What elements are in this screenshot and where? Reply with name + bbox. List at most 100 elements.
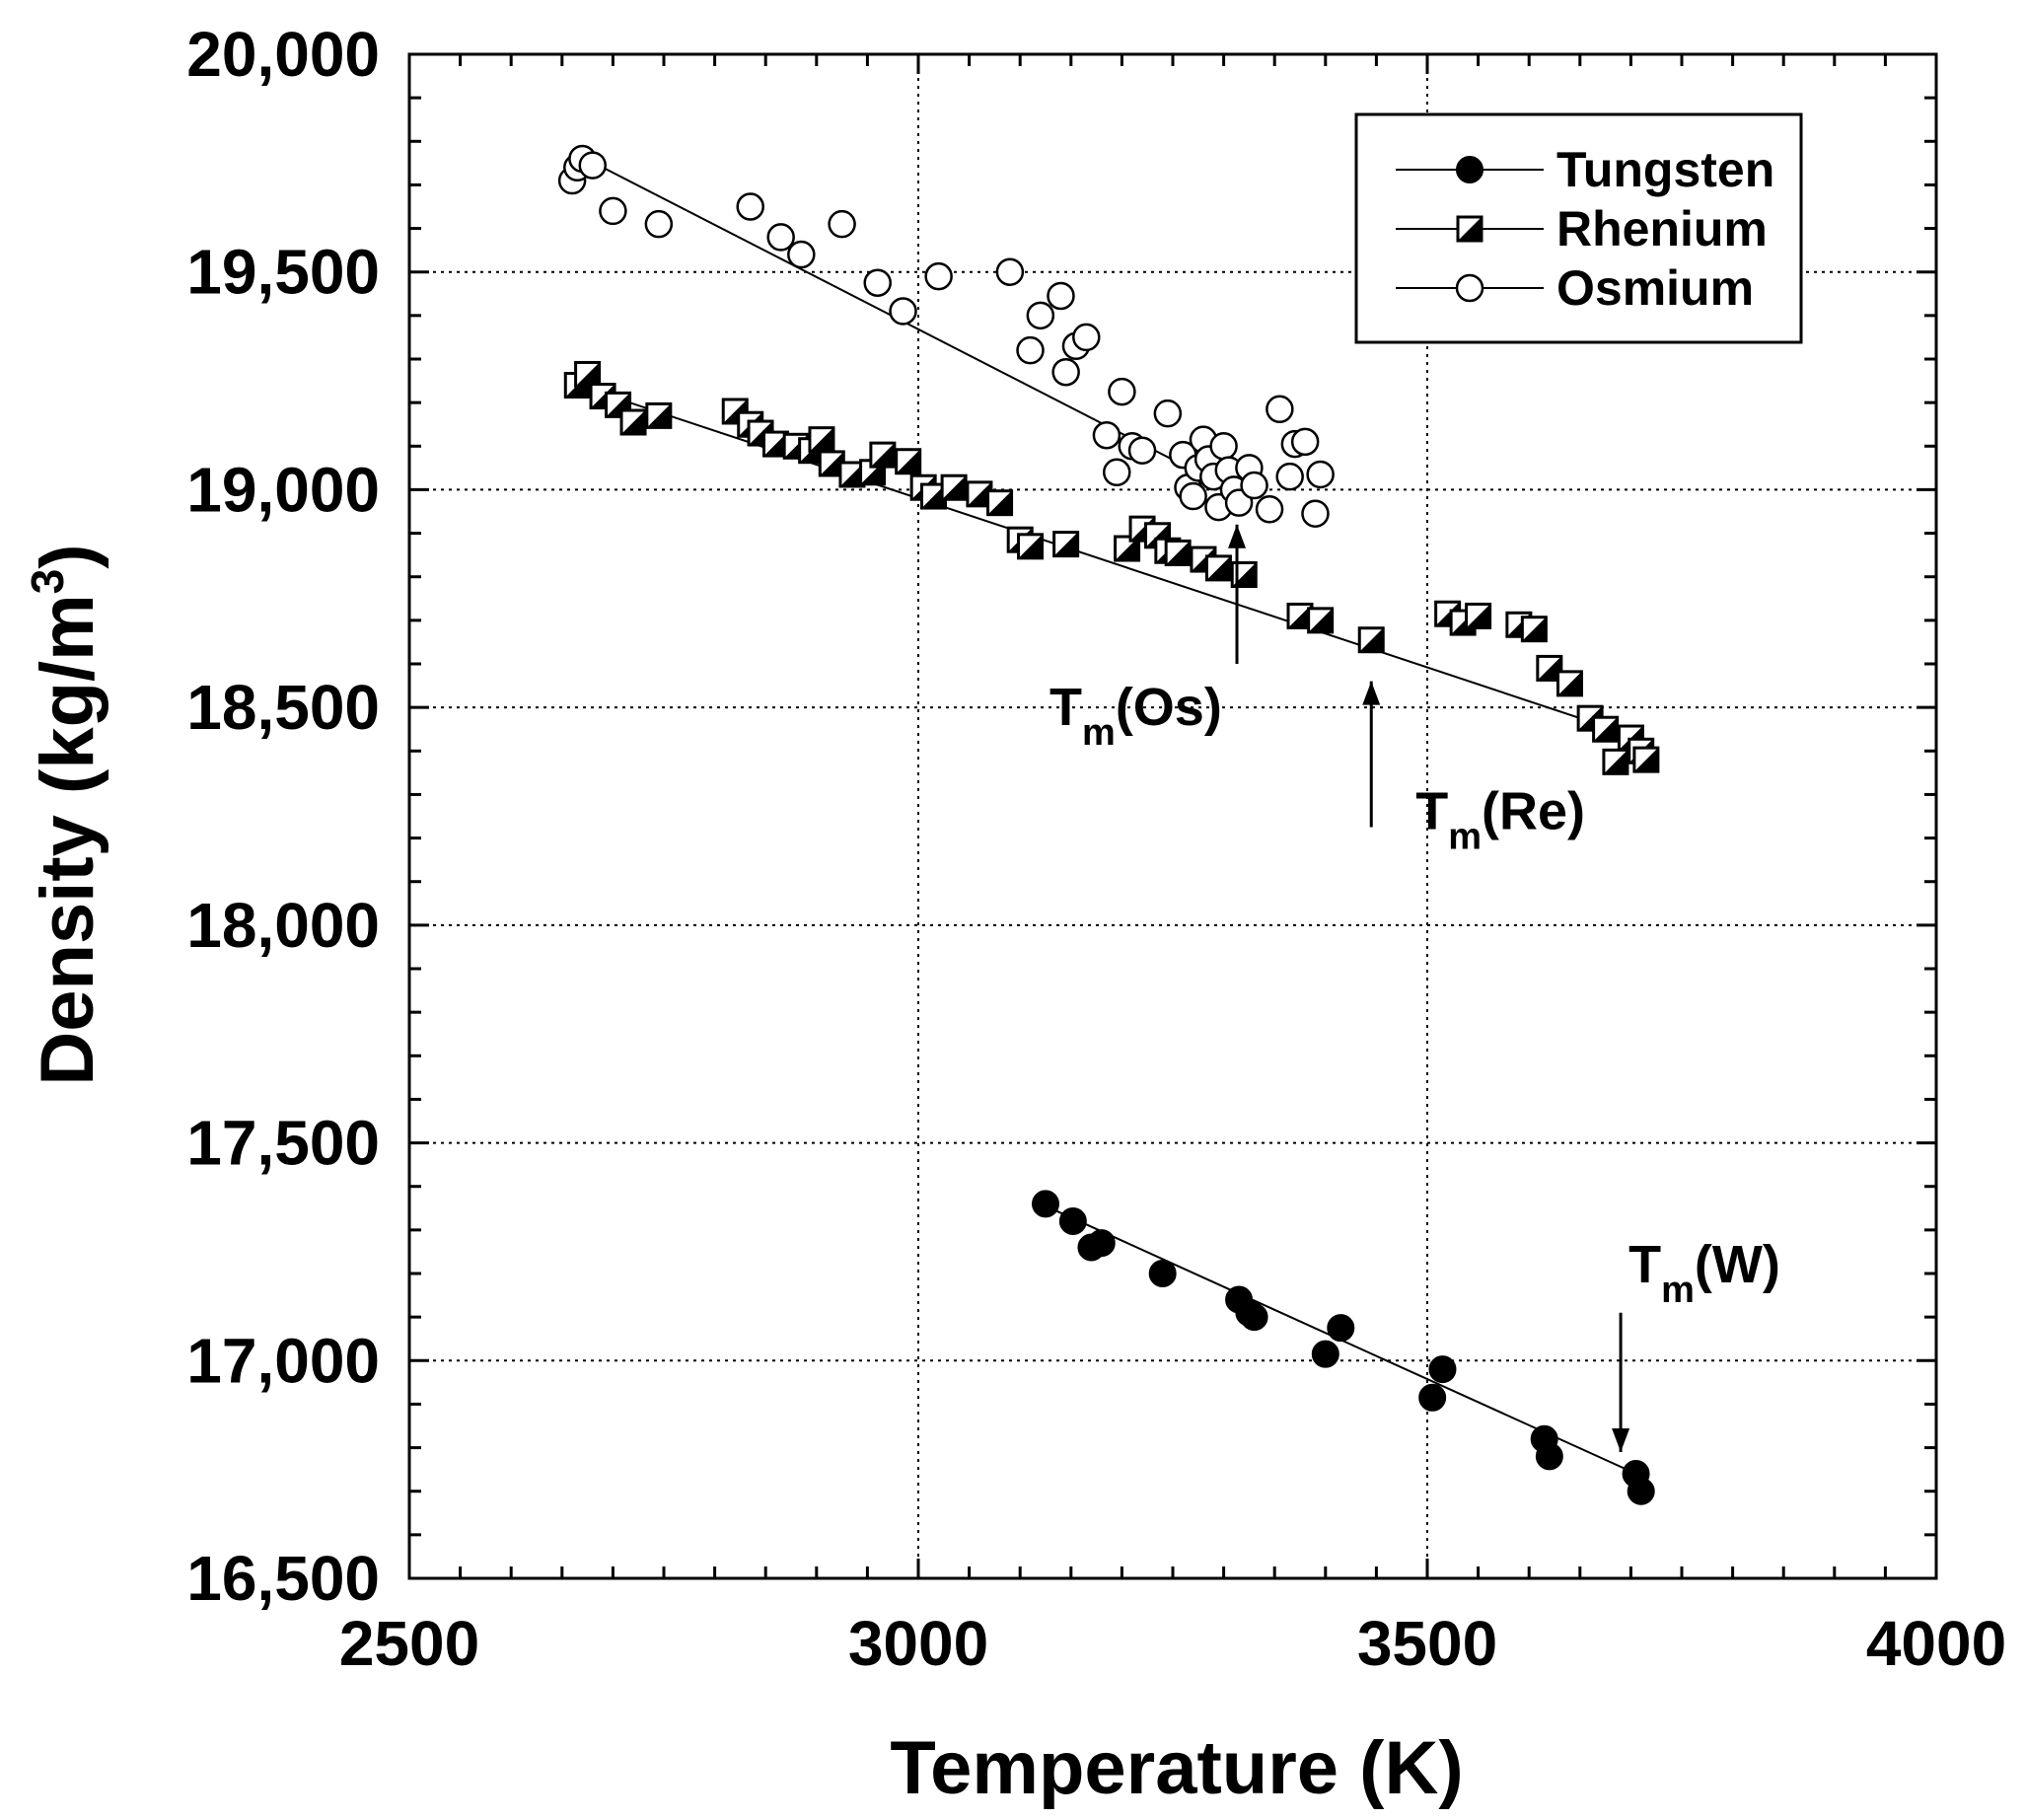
y-tick-label: 17,500 xyxy=(186,1108,380,1179)
annotation-label-sub: m xyxy=(1448,817,1482,858)
legend-label: Rhenium xyxy=(1556,201,1768,256)
tungsten-point xyxy=(1535,1442,1563,1471)
y-tick-label: 20,000 xyxy=(186,19,380,90)
tungsten-point xyxy=(1087,1229,1116,1258)
annotation-label-rest: (W) xyxy=(1695,1235,1780,1294)
y-tick-label: 17,000 xyxy=(186,1325,380,1396)
osmium-point xyxy=(1153,399,1183,428)
annotation-label-base: T xyxy=(1628,1235,1661,1294)
tungsten-point xyxy=(1058,1207,1087,1236)
rhenium-point xyxy=(1632,746,1660,773)
x-tick-label: 4000 xyxy=(1866,1608,2006,1679)
tungsten-series xyxy=(1032,1190,1655,1505)
rhenium-point xyxy=(1465,602,1492,629)
rhenium-point xyxy=(1592,715,1620,743)
osmium-point xyxy=(1072,323,1101,352)
rhenium-point xyxy=(895,448,922,475)
melting-point-annotation: Tm(W) xyxy=(1612,1235,1780,1452)
rhenium-point xyxy=(1520,616,1548,643)
legend-label: Tungsten xyxy=(1556,142,1774,197)
annotation-label-base: T xyxy=(1415,782,1448,841)
tungsten-point xyxy=(1311,1340,1339,1368)
tungsten-point xyxy=(1148,1260,1177,1287)
data-points xyxy=(557,144,1660,1505)
tungsten-point xyxy=(1327,1314,1355,1343)
rhenium-point xyxy=(1602,748,1629,775)
rhenium-point xyxy=(940,473,968,501)
y-tick-label: 16,500 xyxy=(186,1543,380,1614)
rhenium-point xyxy=(1052,531,1080,558)
annotation-label-sub: m xyxy=(1082,712,1116,754)
osmium-point xyxy=(578,151,608,180)
osmium-point xyxy=(924,261,953,291)
x-tick-label: 2500 xyxy=(339,1608,479,1679)
osmium-point xyxy=(1026,301,1055,330)
osmium-point xyxy=(995,257,1025,286)
legend-marker-tungsten xyxy=(1456,156,1483,183)
annotation-label: Tm(Re) xyxy=(1415,782,1585,858)
osmium-point xyxy=(1275,462,1304,491)
osmium-point xyxy=(1266,395,1294,424)
tungsten-point xyxy=(1240,1303,1268,1332)
rhenium-series xyxy=(563,360,1660,775)
osmium-point xyxy=(889,297,917,326)
melting-point-annotation: Tm(Re) xyxy=(1362,681,1585,858)
rhenium-point xyxy=(645,401,673,429)
legend-label: Osmium xyxy=(1556,260,1754,316)
osmium-point xyxy=(736,192,764,221)
melting-point-annotation: Tm(Os) xyxy=(1049,524,1247,754)
osmium-series xyxy=(557,144,1335,528)
rhenium-point xyxy=(1017,533,1045,560)
y-tick-label: 18,000 xyxy=(186,890,380,961)
osmium-point xyxy=(599,196,627,226)
osmium-point xyxy=(1301,499,1330,528)
rhenium-point xyxy=(1536,654,1563,682)
osmium-point xyxy=(1306,460,1335,489)
rhenium-point xyxy=(1204,554,1232,582)
rhenium-point xyxy=(1114,535,1141,562)
annotation-label-base: T xyxy=(1049,678,1082,737)
tungsten-point xyxy=(1428,1355,1457,1384)
x-tick-label: 3500 xyxy=(1357,1608,1497,1679)
osmium-point xyxy=(644,209,674,239)
tungsten-point xyxy=(1032,1190,1059,1218)
plot-frame xyxy=(407,52,1938,1580)
annotation-label-sub: m xyxy=(1661,1270,1695,1311)
y-axis-ticks: 16,500 17,000 17,500 18,000 18,500 19,000 19,5… xyxy=(186,19,380,1614)
osmium-point xyxy=(766,223,795,252)
osmium-point xyxy=(1255,495,1284,524)
osmium-point xyxy=(1224,488,1254,517)
legend-marker-rhenium xyxy=(1456,215,1483,243)
tungsten-point xyxy=(1627,1477,1655,1505)
rhenium-point xyxy=(869,441,897,469)
osmium-point xyxy=(1240,471,1268,500)
osmium-point xyxy=(1290,427,1320,457)
y-axis-title-text: Density (kg/m xyxy=(26,594,109,1085)
y-axis-title: Density (kg/m3) xyxy=(22,544,109,1085)
rhenium-point xyxy=(1307,607,1335,634)
legend-marker-osmium xyxy=(1455,273,1484,303)
rhenium-point xyxy=(1164,539,1192,566)
x-tick-label: 3000 xyxy=(848,1608,988,1679)
annotation-arrowhead xyxy=(1612,1427,1630,1452)
annotation-arrowhead xyxy=(1228,524,1247,548)
annotation-arrowhead xyxy=(1362,681,1381,705)
osmium-point xyxy=(828,209,856,239)
rhenium-point xyxy=(1357,626,1385,654)
osmium-point xyxy=(1127,436,1157,465)
osmium-point xyxy=(1047,281,1075,311)
rhenium-point xyxy=(574,360,602,388)
osmium-point xyxy=(1051,357,1080,387)
y-axis-title-superscript: 3 xyxy=(22,569,73,595)
x-axis-ticks: 2500 3000 3500 4000 xyxy=(339,1608,2006,1679)
legend-entry-rhenium: Rhenium xyxy=(1396,201,1768,256)
x-axis-title: Temperature (K) xyxy=(890,1726,1463,1810)
y-tick-label: 19,000 xyxy=(186,454,380,525)
tungsten-point xyxy=(1418,1383,1447,1412)
rhenium-point xyxy=(1556,670,1583,697)
rhenium-point xyxy=(986,489,1014,517)
osmium-point xyxy=(1016,335,1045,365)
osmium-point xyxy=(1179,481,1207,511)
